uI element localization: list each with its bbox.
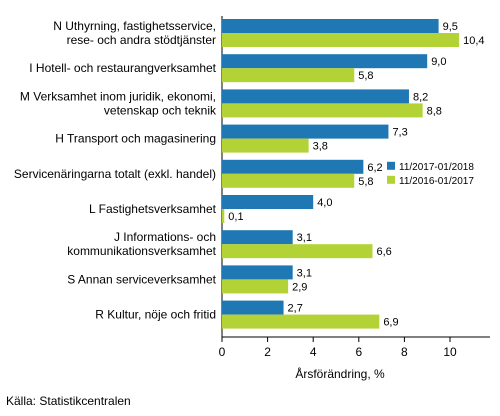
category-label-line: H Transport och magasinering: [55, 132, 216, 146]
category-label: S Annan serviceverksamhet: [67, 272, 216, 286]
bar-value-label: 2,7: [288, 303, 303, 315]
x-tick-label: 0: [219, 345, 226, 359]
bar: [222, 138, 309, 153]
category-label-line: L Fastighetsverksamhet: [89, 202, 217, 216]
bar-value-label: 0,1: [228, 211, 243, 223]
category-label-line: rese- och andra stödtjänster: [67, 33, 216, 47]
bar-value-label: 3,8: [313, 141, 328, 153]
x-tick-label: 8: [401, 345, 408, 359]
bar: [222, 244, 373, 259]
category-label-line: S Annan serviceverksamhet: [67, 272, 216, 286]
bar-value-label: 6,2: [367, 162, 382, 174]
category-label-line: I Hotell- och restaurangverksamhet: [29, 61, 216, 75]
category-label-line: M Verksamhet inom juridik, ekonomi,: [20, 89, 216, 103]
x-tick-label: 6: [355, 345, 362, 359]
category-label: R Kultur, nöje och fritid: [95, 308, 216, 322]
bar: [222, 195, 314, 209]
bar: [222, 89, 409, 104]
category-labels: N Uthyrning, fastighetsservice, rese- och…: [14, 19, 217, 322]
bar: [222, 209, 225, 223]
legend-swatch: [387, 161, 395, 170]
bar-value-label: 9,5: [443, 21, 458, 33]
x-tick-label: 10: [443, 345, 457, 359]
bar-value-label: 8,8: [427, 105, 442, 117]
category-label: Servicenäringarna totalt (exkl. handel): [14, 167, 216, 181]
bar: [222, 265, 293, 280]
bar-value-label: 5,8: [358, 176, 373, 188]
bar: [222, 300, 284, 315]
bar: [222, 33, 460, 47]
bar-value-label: 9,0: [431, 56, 446, 68]
category-label-line: R Kultur, nöje och fritid: [95, 308, 216, 322]
source-note: Källa: Statistikcentralen: [6, 394, 131, 408]
bar: [222, 173, 355, 188]
bar-value-label: 10,4: [463, 35, 484, 47]
bar-value-label: 4,0: [317, 197, 332, 209]
bar-value-label: 5,8: [358, 70, 373, 82]
category-label: M Verksamhet inom juridik, ekonomi, veten…: [20, 89, 217, 117]
bar: [222, 54, 428, 69]
bar: [222, 314, 380, 329]
legend: 11/2017-01/2018 11/2016-01/2017: [387, 161, 474, 187]
legend-label: 11/2016-01/2017: [399, 176, 474, 187]
bar: [222, 230, 293, 245]
x-tick-label: 4: [310, 345, 317, 359]
x-tick-label: 2: [264, 345, 271, 359]
bar-value-label: 2,9: [292, 281, 307, 293]
bar: [222, 159, 364, 174]
category-label-line: Servicenäringarna totalt (exkl. handel): [14, 167, 216, 181]
bar: [222, 279, 289, 294]
x-axis-title: Årsförändring, %: [295, 366, 385, 381]
category-label: L Fastighetsverksamhet: [89, 202, 217, 216]
bar-value-label: 3,1: [297, 267, 312, 279]
category-label-line: J Informations- och: [114, 230, 216, 244]
category-label-line: kommunikationsverksamhet: [67, 244, 216, 258]
bar: [222, 68, 355, 83]
bar-value-label: 8,2: [413, 91, 428, 103]
bar: [222, 103, 423, 118]
category-label: N Uthyrning, fastighetsservice, rese- och…: [53, 19, 216, 47]
legend-swatch: [387, 175, 395, 184]
category-label: I Hotell- och restaurangverksamhet: [29, 61, 216, 75]
category-label-line: N Uthyrning, fastighetsservice,: [53, 19, 216, 33]
bar-value-label: 7,3: [392, 127, 407, 139]
legend-label: 11/2017-01/2018: [399, 162, 474, 173]
bar: [222, 124, 389, 139]
bar: [222, 19, 439, 33]
category-label-line: vetenskap och teknik: [104, 103, 217, 117]
bar-value-label: 3,1: [297, 232, 312, 244]
category-label: J Informations- och kommunikationsverksam…: [67, 230, 216, 258]
bar-value-label: 6,9: [383, 317, 398, 329]
category-label: H Transport och magasinering: [55, 132, 216, 146]
bar-value-label: 6,6: [376, 246, 391, 258]
bars: 9,5 10,4 9,0 5,8 8,2 8,8 7,3 3,8 6,2 5,8 4,0 0,1 3,1…: [222, 19, 485, 329]
